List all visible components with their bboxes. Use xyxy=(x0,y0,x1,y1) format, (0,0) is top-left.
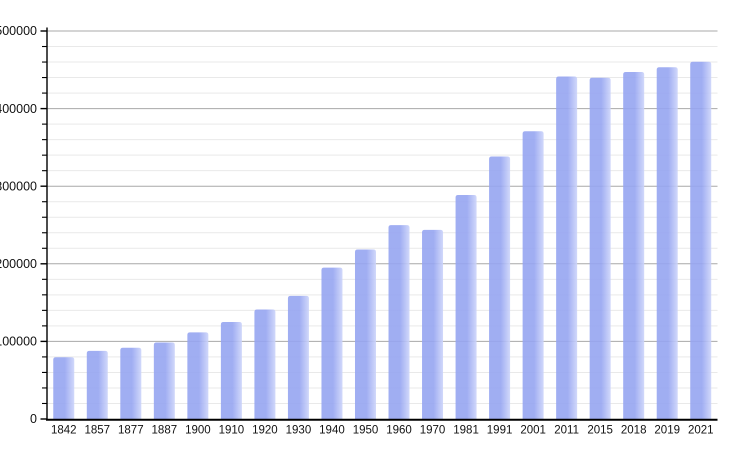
bar-1981 xyxy=(455,195,477,419)
bar-2001 xyxy=(522,131,544,419)
bar-1950 xyxy=(354,249,376,419)
x-axis-label: 1920 xyxy=(252,425,278,437)
x-axis-label: 1887 xyxy=(152,425,178,437)
bar-1887 xyxy=(153,342,175,419)
x-axis-label: 1900 xyxy=(185,425,211,437)
bar-2011 xyxy=(556,76,578,420)
bar-1920 xyxy=(254,309,276,419)
bar-1877 xyxy=(120,347,142,419)
bar-1930 xyxy=(287,295,309,419)
x-axis-label: 1960 xyxy=(386,425,412,437)
bar-2018 xyxy=(623,71,645,420)
y-axis-label: 200000 xyxy=(0,257,37,271)
y-axis-label: 300000 xyxy=(0,179,37,193)
bar-1940 xyxy=(321,267,343,419)
x-axis-label: 1930 xyxy=(286,425,312,437)
x-axis-label: 2018 xyxy=(621,425,647,437)
bar-1910 xyxy=(220,321,242,419)
x-axis-label: 2021 xyxy=(688,425,714,437)
x-axis-label: 1877 xyxy=(118,425,144,437)
x-axis-label: 1981 xyxy=(453,425,479,437)
bar-2021 xyxy=(690,61,712,420)
bar-2019 xyxy=(656,67,678,419)
bar-1857 xyxy=(86,350,108,419)
x-axis-label: 1857 xyxy=(84,425,110,437)
bar-2015 xyxy=(589,77,611,420)
y-axis-label: 0 xyxy=(30,412,37,426)
x-axis-label: 1940 xyxy=(319,425,345,437)
x-axis-label: 1991 xyxy=(487,425,513,437)
y-axis-label: 100000 xyxy=(0,335,37,349)
bar-1842 xyxy=(53,357,75,419)
bar-1960 xyxy=(388,225,410,419)
x-axis-label: 2001 xyxy=(520,425,546,437)
x-axis-label: 2015 xyxy=(587,425,613,437)
x-axis-label: 2019 xyxy=(654,425,680,437)
bar-1991 xyxy=(489,156,511,419)
y-axis-label: 400000 xyxy=(0,102,37,116)
x-axis-label: 1842 xyxy=(51,425,77,437)
x-axis-label: 1910 xyxy=(219,425,245,437)
x-axis-label: 1950 xyxy=(353,425,379,437)
x-axis-label: 1970 xyxy=(420,425,446,437)
bar-1900 xyxy=(187,332,209,419)
x-axis-label: 2011 xyxy=(554,425,579,437)
bar-1970 xyxy=(422,229,444,419)
y-axis-label: 500000 xyxy=(0,24,37,38)
